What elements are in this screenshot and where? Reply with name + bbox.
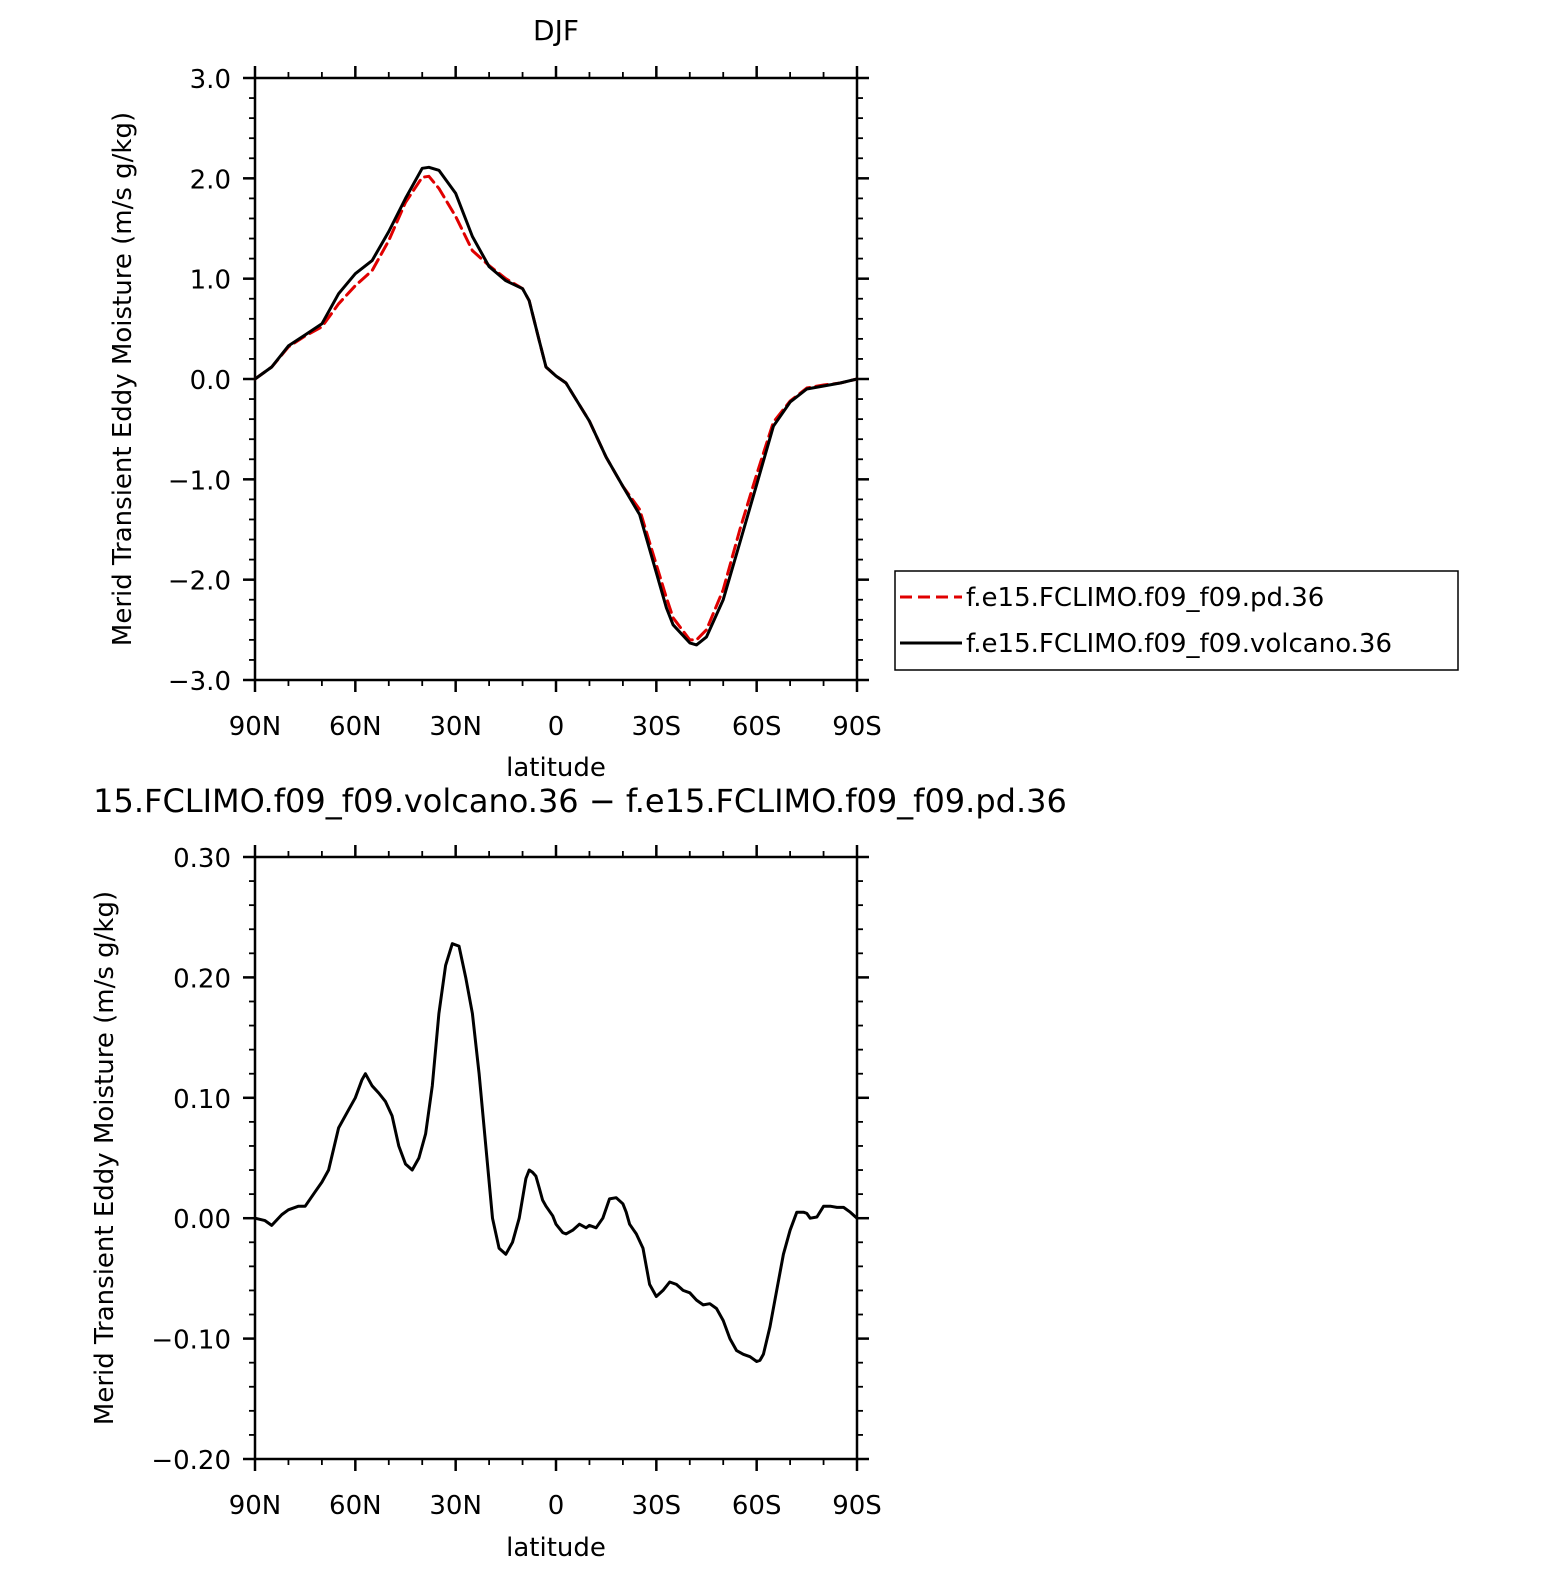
- y-tick-label: −2.0: [168, 567, 231, 597]
- x-tick-label: 90N: [229, 712, 282, 742]
- x-tick-labels-top: 90N 60N 30N 0 30S 60S 90S: [229, 712, 882, 742]
- chart-title-bottom: 15.FCLIMO.f09_f09.volcano.36 − f.e15.FCL…: [93, 782, 1067, 820]
- y-tick-label: 0.0: [190, 366, 231, 396]
- x-axis-label-bottom: latitude: [506, 1533, 606, 1563]
- legend-label-pd: f.e15.FCLIMO.f09_f09.pd.36: [966, 583, 1324, 613]
- y-tick-label: 0.00: [173, 1205, 231, 1235]
- series-group-top: [253, 165, 859, 647]
- plot-frame-bottom: [253, 855, 859, 1461]
- x-tick-label: 60S: [732, 1491, 782, 1521]
- axis-ticks-top: [243, 66, 869, 692]
- x-tick-label: 30N: [429, 712, 482, 742]
- panel-top: DJF −3.0 −2.0 −1.0 0.0 1.0 2.0 3.0 90N 60N 30N 0 3…: [108, 14, 882, 783]
- series-line-volcano: [253, 165, 859, 647]
- y-tick-label: −0.10: [151, 1326, 231, 1356]
- y-tick-label: 0.10: [173, 1085, 231, 1115]
- y-axis-label-bottom: Merid Transient Eddy Moisture (m/s g/kg): [90, 891, 120, 1425]
- x-tick-label: 90S: [832, 712, 882, 742]
- x-tick-labels-bottom: 90N 60N 30N 0 30S 60S 90S: [229, 1491, 882, 1521]
- y-tick-label: 3.0: [190, 65, 231, 95]
- x-axis-label-top: latitude: [506, 753, 606, 783]
- legend-box: [894, 570, 1459, 671]
- x-tick-label: 60N: [329, 712, 382, 742]
- series-line-difference: [253, 942, 859, 1363]
- x-tick-label: 60S: [732, 712, 782, 742]
- panel-bottom: 15.FCLIMO.f09_f09.volcano.36 − f.e15.FCL…: [90, 782, 1067, 1563]
- y-tick-labels-bottom: −0.20 −0.10 0.00 0.10 0.20 0.30: [151, 844, 231, 1476]
- x-tick-label: 0: [548, 712, 565, 742]
- series-line-pd: [253, 174, 859, 642]
- x-tick-label: 60N: [329, 1491, 382, 1521]
- y-tick-label: −1.0: [168, 466, 231, 496]
- y-tick-label: 0.30: [173, 844, 231, 874]
- plot-frame-top: [253, 76, 859, 682]
- y-tick-label: 1.0: [190, 266, 231, 296]
- axis-ticks-bottom: [243, 845, 869, 1471]
- x-tick-label: 90S: [832, 1491, 882, 1521]
- y-axis-label-top: Merid Transient Eddy Moisture (m/s g/kg): [108, 112, 138, 646]
- y-tick-labels-top: −3.0 −2.0 −1.0 0.0 1.0 2.0 3.0: [168, 65, 231, 697]
- x-tick-label: 0: [548, 1491, 565, 1521]
- legend-label-volcano: f.e15.FCLIMO.f09_f09.volcano.36: [966, 629, 1392, 659]
- x-tick-label: 30N: [429, 1491, 482, 1521]
- y-tick-label: −3.0: [168, 667, 231, 697]
- x-tick-label: 30S: [632, 1491, 682, 1521]
- chart-title-top: DJF: [533, 14, 579, 47]
- x-tick-label: 30S: [632, 712, 682, 742]
- x-tick-label: 90N: [229, 1491, 282, 1521]
- y-tick-label: −0.20: [151, 1446, 231, 1476]
- legend: f.e15.FCLIMO.f09_f09.pd.36 f.e15.FCLIMO.…: [894, 570, 1459, 671]
- y-tick-label: 2.0: [190, 165, 231, 195]
- y-tick-label: 0.20: [173, 964, 231, 994]
- series-group-bottom: [253, 942, 859, 1363]
